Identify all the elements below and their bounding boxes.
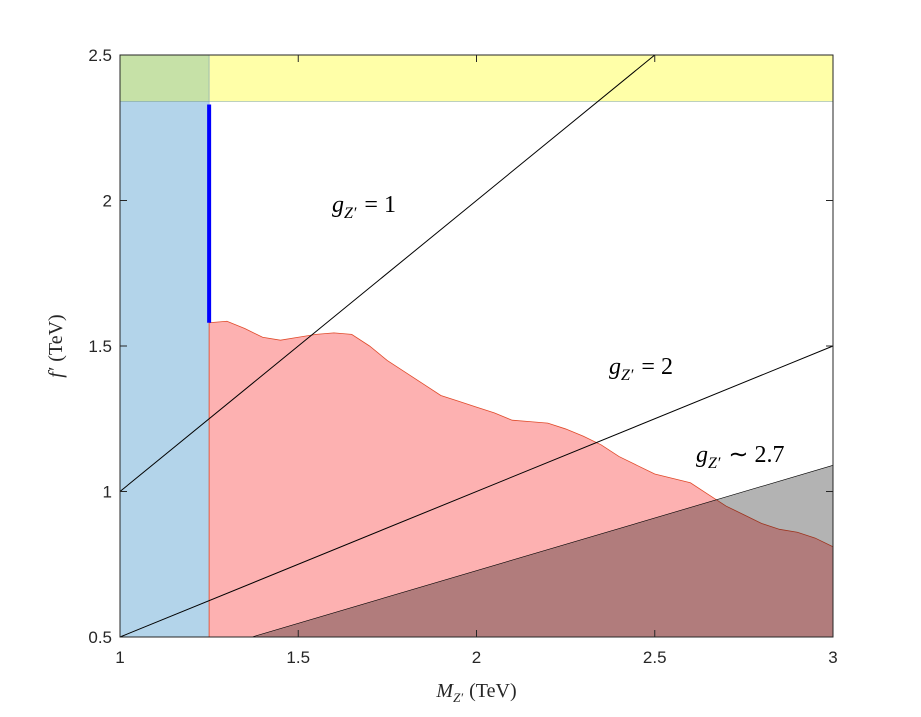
annotation: gZ′ = 2 [609,354,673,384]
annotation-main: g [332,192,344,218]
y-label-main: f′ [45,367,67,378]
x-label-main: M [435,680,454,702]
x-axis-label: MZ′ (TeV) [435,680,516,705]
region [119,101,210,638]
annotation-sub: Z′ [344,205,357,222]
annotation-rest: ∼ 2.7 [728,442,784,468]
coupling-line [119,54,656,492]
annotation-sub: Z′ [621,367,634,384]
y-tick-label: 1 [103,483,112,502]
y-tick-label: 2 [103,192,112,211]
annotation-rest: = 1 [364,192,396,218]
annotation: gZ′ ∼ 2.7 [696,442,785,472]
region [119,54,210,102]
annotation: gZ′ = 1 [332,192,396,222]
region [208,54,834,102]
y-tick-label: 1.5 [88,337,112,356]
y-label-rest: (TeV) [45,314,67,361]
x-tick-label: 2.5 [643,648,667,667]
annotation-main: g [609,354,621,380]
y-axis-label: f′ (TeV) [45,314,67,377]
x-tick-label: 1 [115,648,124,667]
x-label-rest: (TeV) [469,680,516,702]
annotation-rest: = 2 [641,354,673,380]
x-tick-label: 2 [472,648,481,667]
x-label-sub: Z′ [453,690,463,705]
annotation-sub: Z′ [708,455,721,472]
y-tick-label: 0.5 [88,628,112,647]
x-tick-label: 3 [828,648,837,667]
coupling-line [119,345,834,638]
x-tick-label: 1.5 [286,648,310,667]
y-tick-label: 2.5 [88,46,112,65]
annotation-main: g [696,442,708,468]
